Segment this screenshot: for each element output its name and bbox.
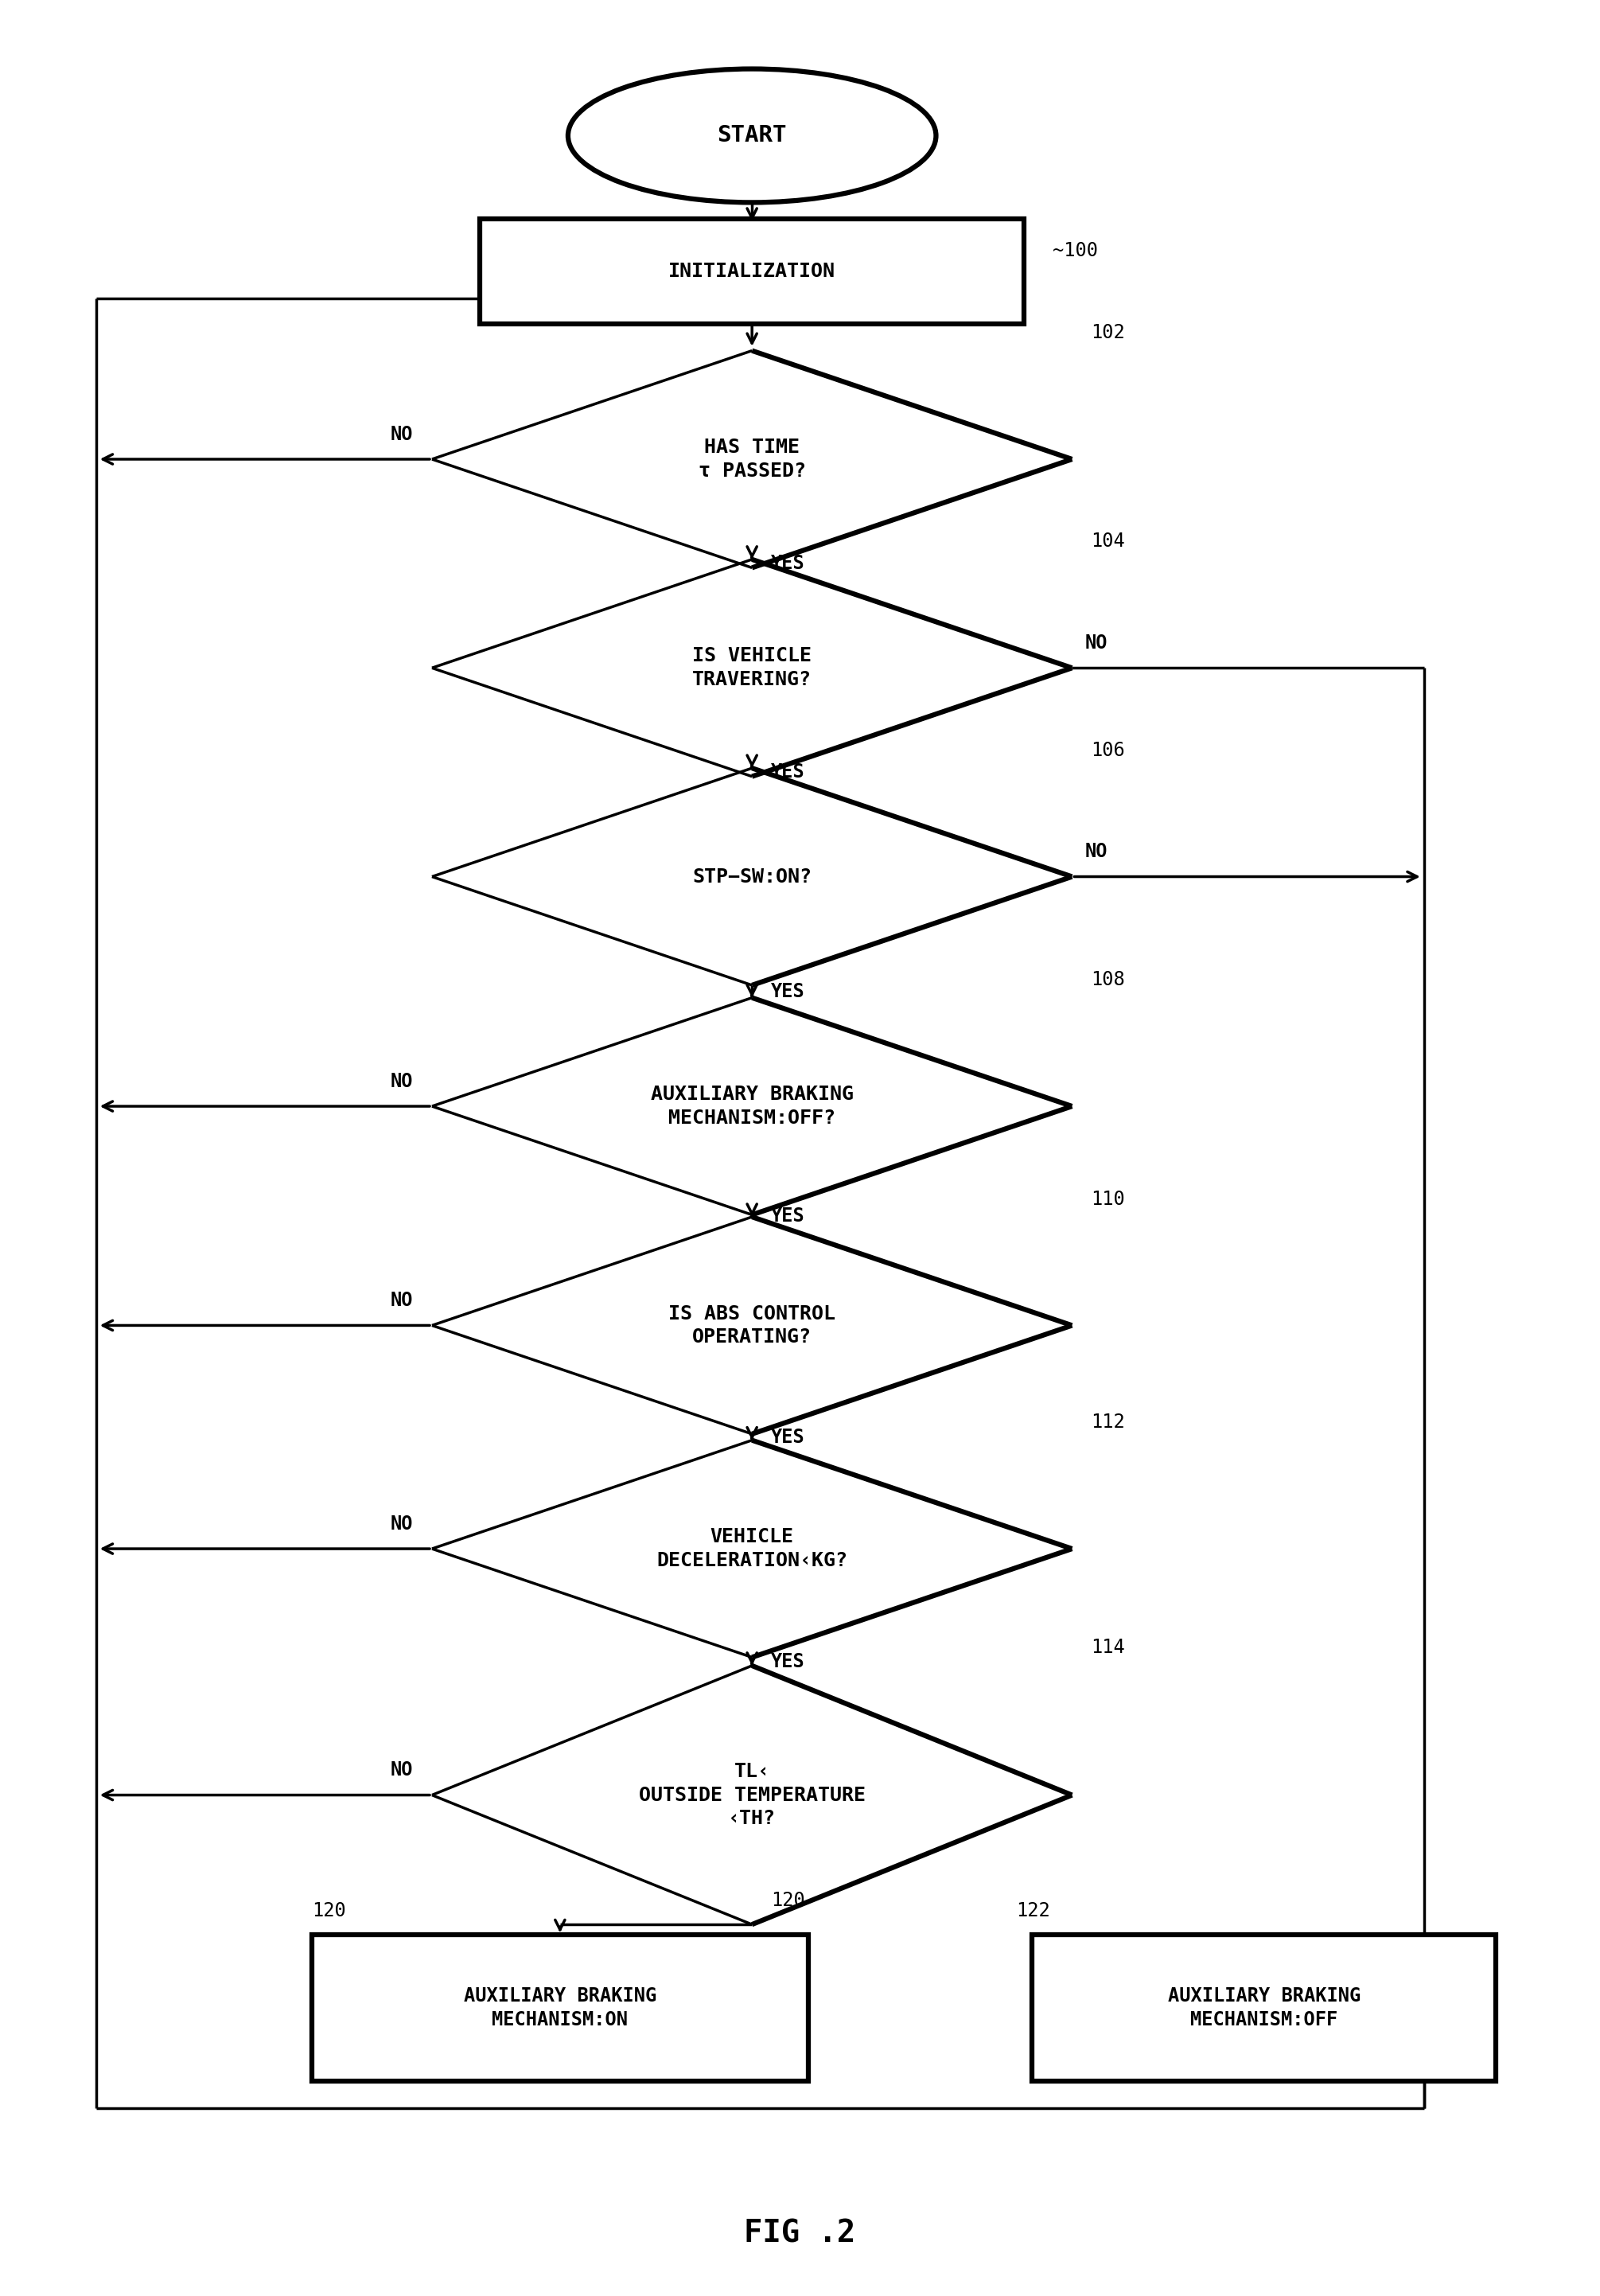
Text: YES: YES (771, 983, 805, 1001)
Text: YES: YES (771, 762, 805, 783)
Text: NO: NO (390, 425, 413, 443)
Text: VEHICLE
DECELERATION‹KG?: VEHICLE DECELERATION‹KG? (656, 1527, 848, 1570)
Text: 122: 122 (1016, 1901, 1050, 1919)
Text: NO: NO (390, 1290, 413, 1311)
Text: NO: NO (390, 1513, 413, 1534)
Text: FIG .2: FIG .2 (744, 2218, 856, 2248)
Polygon shape (432, 1217, 1072, 1435)
Text: YES: YES (771, 1651, 805, 1671)
Bar (1032, 1936, 1496, 2080)
Text: STP−SW:ON?: STP−SW:ON? (693, 868, 811, 886)
Bar (480, 218, 1024, 324)
Text: 104: 104 (1091, 533, 1125, 551)
Text: IS VEHICLE
TRAVERING?: IS VEHICLE TRAVERING? (693, 647, 811, 689)
Text: 108: 108 (1091, 971, 1125, 990)
Polygon shape (432, 1440, 1072, 1658)
Text: 110: 110 (1091, 1189, 1125, 1208)
Text: YES: YES (771, 1428, 805, 1446)
Text: TL‹
OUTSIDE TEMPERATURE
‹TH?: TL‹ OUTSIDE TEMPERATURE ‹TH? (638, 1761, 866, 1828)
Text: AUXILIARY BRAKING
MECHANISM:OFF: AUXILIARY BRAKING MECHANISM:OFF (1168, 1986, 1360, 2030)
Text: INITIALIZATION: INITIALIZATION (669, 262, 835, 280)
Ellipse shape (568, 69, 936, 202)
Polygon shape (432, 769, 1072, 985)
Text: 114: 114 (1091, 1637, 1125, 1658)
Text: YES: YES (771, 553, 805, 574)
Text: IS ABS CONTROL
OPERATING?: IS ABS CONTROL OPERATING? (669, 1304, 835, 1348)
Text: 120: 120 (771, 1890, 805, 1910)
Text: YES: YES (771, 1952, 805, 1972)
Text: 112: 112 (1091, 1412, 1125, 1433)
Bar (312, 1936, 808, 2080)
Text: 102: 102 (1091, 324, 1125, 342)
Polygon shape (432, 560, 1072, 776)
Polygon shape (432, 1665, 1072, 1924)
Polygon shape (432, 351, 1072, 567)
Text: NO: NO (1085, 634, 1107, 652)
Text: 106: 106 (1091, 742, 1125, 760)
Text: NO: NO (1085, 843, 1107, 861)
Text: NO: NO (390, 1072, 413, 1091)
Text: NO: NO (390, 1761, 413, 1779)
Polygon shape (432, 999, 1072, 1215)
Text: 120: 120 (312, 1901, 346, 1919)
Text: START: START (717, 124, 787, 147)
Text: HAS TIME
τ PASSED?: HAS TIME τ PASSED? (698, 439, 806, 480)
Text: AUXILIARY BRAKING
MECHANISM:OFF?: AUXILIARY BRAKING MECHANISM:OFF? (651, 1086, 853, 1127)
Text: YES: YES (771, 1205, 805, 1226)
Text: ~100: ~100 (1053, 241, 1098, 259)
Text: AUXILIARY BRAKING
MECHANISM:ON: AUXILIARY BRAKING MECHANISM:ON (464, 1986, 656, 2030)
